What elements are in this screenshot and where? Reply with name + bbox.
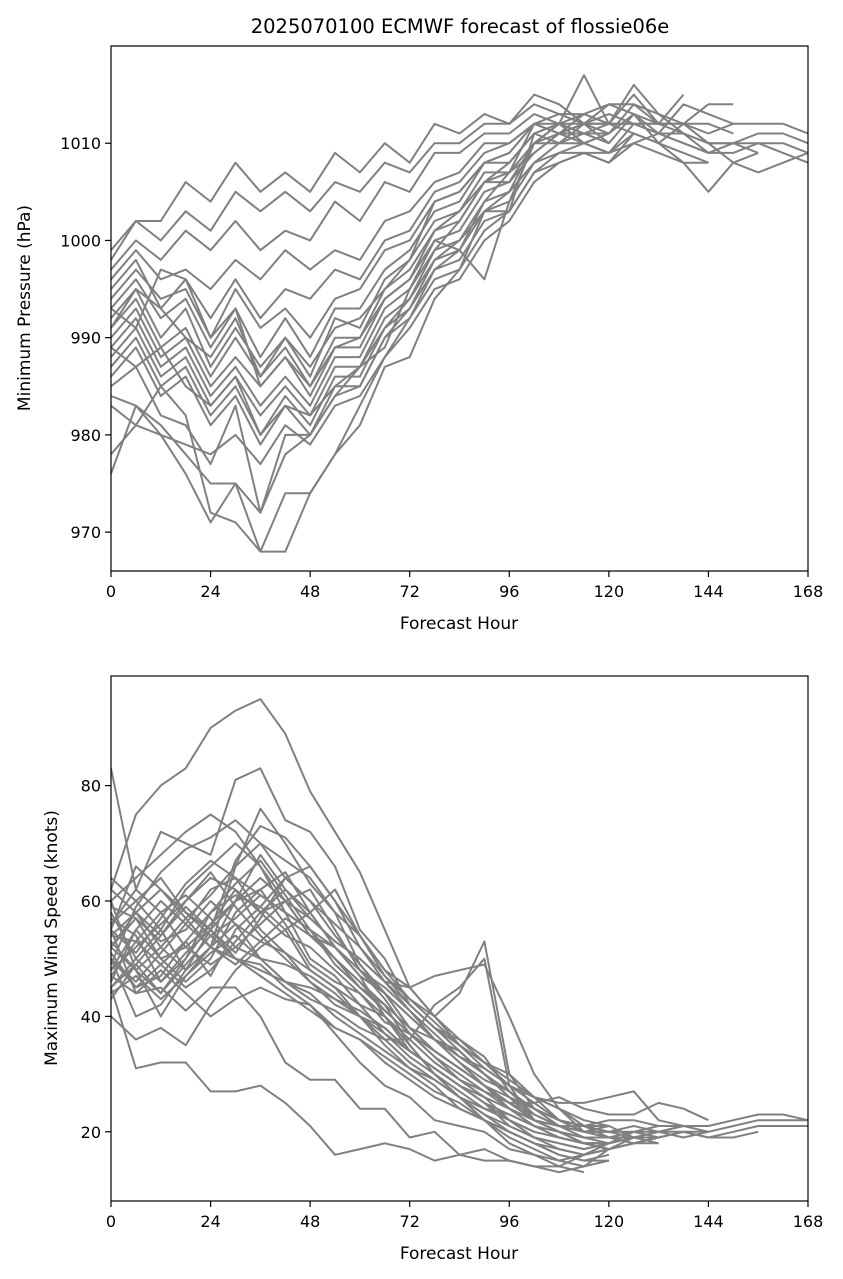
wind-x-tick-label: 168	[793, 1212, 824, 1231]
pressure-member-line-14	[110, 122, 734, 446]
chart-title: 2025070100 ECMWF forecast of flossie06e	[251, 15, 670, 38]
pressure-y-tick-label: 1000	[60, 231, 101, 250]
pressure-plot-frame	[110, 45, 809, 572]
wind-member-line-18	[110, 842, 585, 1174]
wind-x-tick-label: 72	[400, 1212, 420, 1231]
pressure-member-line-10	[110, 122, 809, 397]
wind-member-line-12	[110, 894, 808, 1151]
wind-y-tick-label: 20	[81, 1123, 101, 1142]
wind-member-line-19	[110, 871, 659, 1156]
pressure-member-line-17	[110, 113, 659, 553]
wind-panel: 0 24 48 72 96 120 144 168 20 40 60 80 Forecast Hou…	[42, 675, 823, 1264]
wind-x-tick-label: 96	[499, 1212, 519, 1231]
wind-member-line-35	[110, 911, 610, 1151]
wind-plot-frame	[110, 675, 809, 1202]
pressure-x-tick-label: 0	[106, 582, 116, 601]
wind-x-tick-label: 48	[300, 1212, 320, 1231]
pressure-member-line-20	[110, 122, 610, 388]
pressure-y-tick-label: 990	[70, 329, 101, 348]
pressure-x-tick-label: 72	[400, 582, 420, 601]
pressure-member-line-8	[110, 93, 685, 378]
pressure-member-line-22	[110, 113, 610, 436]
wind-member-line-32	[110, 859, 609, 1127]
pressure-x-axis-label: Forecast Hour	[400, 614, 518, 634]
pressure-y-axis-label: Minimum Pressure (hPa)	[15, 205, 35, 411]
pressure-x-tick-label: 96	[499, 582, 519, 601]
pressure-member-line-21	[110, 122, 610, 378]
pressure-y-tick-label: 980	[70, 426, 101, 445]
pressure-member-line-1	[110, 93, 809, 251]
wind-x-axis-label: Forecast Hour	[400, 1244, 518, 1264]
wind-x-tick-label: 120	[594, 1212, 625, 1231]
pressure-x-ticks: 0 24 48 72 96 120 144 168	[106, 571, 823, 601]
pressure-member-line-9	[110, 103, 734, 388]
wind-y-axis-label: Maximum Wind Speed (knots)	[42, 810, 62, 1066]
wind-x-tick-label: 24	[200, 1212, 220, 1231]
pressure-member-line-2	[110, 103, 809, 261]
wind-series-group	[110, 698, 809, 1174]
pressure-y-tick-label: 970	[70, 523, 101, 542]
wind-member-line-29	[110, 859, 610, 1133]
pressure-x-tick-label: 144	[693, 582, 724, 601]
wind-y-tick-label: 80	[81, 777, 101, 796]
wind-member-line-25	[110, 842, 609, 1139]
wind-x-tick-label: 144	[693, 1212, 724, 1231]
pressure-member-line-3	[110, 113, 809, 271]
pressure-x-tick-label: 48	[300, 582, 320, 601]
wind-member-line-34	[110, 876, 610, 1145]
wind-member-line-23	[110, 912, 609, 1162]
wind-x-tick-label: 0	[106, 1212, 116, 1231]
wind-member-line-31	[110, 871, 609, 1139]
pressure-series-group	[110, 74, 809, 553]
wind-member-line-21	[110, 876, 635, 1151]
wind-y-tick-label: 40	[81, 1007, 101, 1026]
wind-y-tick-label: 60	[81, 892, 101, 911]
wind-member-line-36	[110, 876, 610, 1139]
pressure-y-ticks: 970 980 990 1000 1010	[60, 134, 111, 542]
wind-member-line-28	[110, 934, 609, 1145]
pressure-x-tick-label: 120	[594, 582, 625, 601]
pressure-x-tick-label: 168	[793, 582, 824, 601]
wind-y-ticks: 20 40 60 80	[81, 777, 111, 1142]
pressure-y-tick-label: 1010	[60, 134, 101, 153]
pressure-member-line-18	[110, 74, 635, 553]
wind-x-ticks: 0 24 48 72 96 120 144 168	[106, 1201, 823, 1231]
pressure-panel: 2025070100 ECMWF forecast of flossie06e …	[15, 15, 823, 634]
wind-member-line-33	[110, 876, 709, 1127]
pressure-x-tick-label: 24	[200, 582, 220, 601]
wind-member-line-26	[110, 813, 609, 1133]
